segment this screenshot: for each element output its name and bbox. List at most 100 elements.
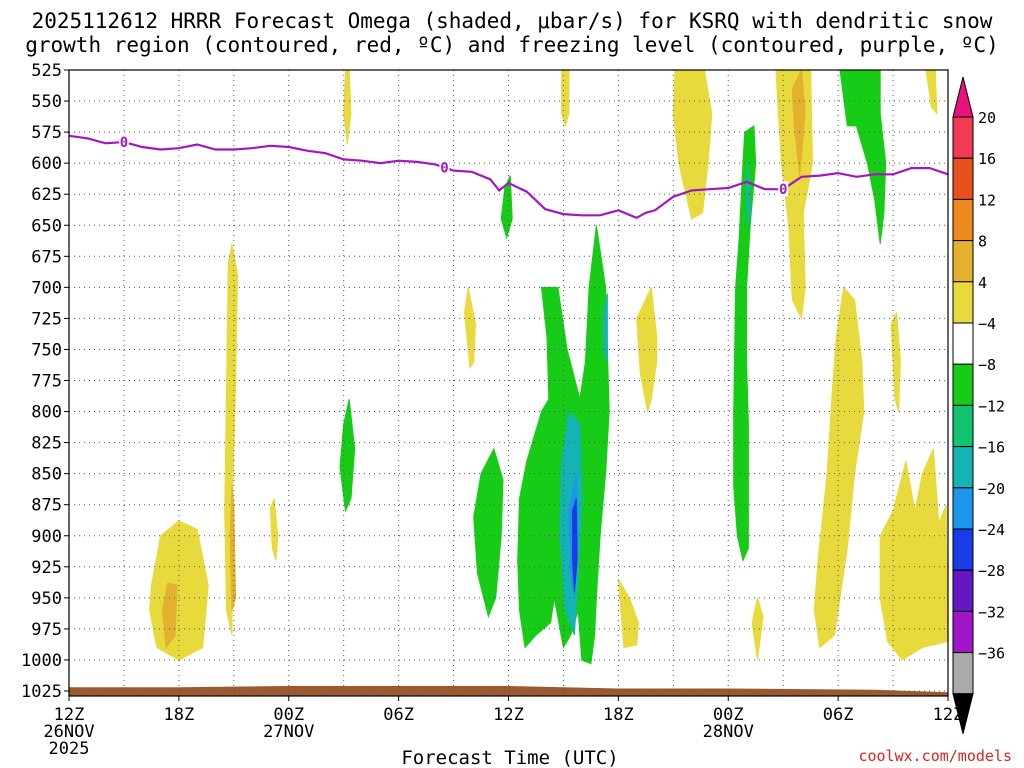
y-tick-label-1000: 1000 [21,651,62,671]
x-year-label-0: 2025 [49,739,90,759]
omega-region-0 [343,69,352,145]
colorbar-label-2: 12 [978,191,996,209]
omega-region-19 [473,447,504,619]
credit-text: coolwx.com/models [858,747,1012,765]
omega-region-8 [617,578,640,649]
colorbar-label-9: −20 [978,480,1005,498]
y-tick-label-700: 700 [31,278,62,298]
y-tick-label-750: 750 [31,340,62,360]
colorbar-swatch-2 [952,198,974,242]
freezing-label-bg-0 [118,134,129,150]
colorbar-swatch-3 [952,240,974,283]
omega-region-26 [572,498,578,592]
omega-region-4 [161,582,178,649]
x-date-label-6: 28NOV [703,722,754,742]
y-tick-label-850: 850 [31,465,62,485]
colorbar-swatch-5 [952,322,974,365]
freezing-level-label-1: 0 [440,160,448,176]
omega-region-11 [751,597,764,661]
x-tick-label-7: 06Z [823,705,854,725]
omega-region-21 [500,175,513,240]
colorbar-swatch-8 [952,446,974,489]
x-date-label-0: 26NOV [43,722,94,742]
omega-region-14 [813,286,865,649]
colorbar-label-10: −24 [978,521,1005,539]
y-tick-label-575: 575 [31,123,62,143]
colorbar-label-5: −4 [978,315,996,333]
y-tick-label-650: 650 [31,216,62,236]
y-tick-label-625: 625 [31,185,62,205]
x-date-label-2: 27NOV [263,722,314,742]
freezing-level-layer: 0 0 0 [68,134,949,220]
colorbar-swatch-11 [952,569,974,612]
omega-region-22 [733,124,757,563]
omega-region-16 [890,311,901,412]
x-tick-label-1: 18Z [164,705,195,725]
omega-region-5 [269,498,279,561]
x-tick-label-8: 12Z [933,705,964,725]
y-tick-label-775: 775 [31,372,62,392]
omega-region-27 [603,293,608,363]
x-tick-label-2: 00Z [273,705,304,725]
x-tick-label-4: 12Z [493,705,524,725]
omega-region-13 [791,68,806,176]
y-tick-label-725: 725 [31,309,62,329]
colorbar-label-1: 16 [978,150,996,168]
colorbar-bottom-arrow [952,693,974,734]
y-tick-label-600: 600 [31,154,62,174]
colorbar-label-11: −28 [978,562,1005,580]
colorbar-label-3: 8 [978,233,987,251]
colorbar-top-arrow [952,76,974,118]
x-tick-label-3: 06Z [383,705,414,725]
y-tick-label-875: 875 [31,496,62,516]
omega-region-28 [746,163,751,226]
colorbar-swatch-7 [952,404,974,448]
freezing-level-label-2: 0 [779,182,787,198]
freezing-label-bg-1 [439,159,450,175]
y-tick-label-975: 975 [31,620,62,640]
omega-region-15 [879,448,949,661]
chart-title-line2: growth region (contoured, red, ºC) and f… [25,33,999,57]
colorbar-label-7: −12 [978,397,1005,415]
colorbar-label-12: −32 [978,603,1005,621]
y-tick-label-900: 900 [31,527,62,547]
colorbar-swatch-4 [952,281,974,324]
y-tick-label-800: 800 [31,403,62,423]
omega-region-6 [464,287,477,370]
y-tick-label-1025: 1025 [21,682,62,702]
colorbar: 20 16 12 8 4 −4 −8 −12 −16 −20 −24 −28 −32 −36 [952,76,1005,734]
y-axis: 525 550 575 600 625 650 675 700 725 750 775 800 825 8… [21,61,69,702]
omega-region-20 [517,225,610,665]
y-tick-label-950: 950 [31,589,62,609]
colorbar-swatch-9 [952,487,974,530]
omega-region-23 [839,69,887,244]
y-tick-label-550: 550 [31,92,62,112]
colorbar-swatch-0 [952,116,974,159]
colorbar-swatch-12 [952,610,974,654]
x-tick-label-5: 18Z [603,705,634,725]
omega-shading-layer [149,68,949,665]
colorbar-swatch-1 [952,157,974,200]
y-tick-label-525: 525 [31,61,62,81]
colorbar-swatch-13 [952,652,974,695]
omega-region-17 [925,69,938,115]
omega-region-18 [339,398,356,513]
y-tick-label-825: 825 [31,434,62,454]
freezing-level-label-0: 0 [120,135,128,151]
colorbar-label-6: −8 [978,356,996,374]
x-tick-label-6: 00Z [713,705,744,725]
y-tick-label-925: 925 [31,558,62,578]
chart-title-line1: 2025112612 HRRR Forecast Omega (shaded, … [32,9,993,33]
colorbar-label-0: 20 [978,109,996,127]
omega-region-2 [229,486,237,611]
colorbar-label-13: −36 [978,645,1005,663]
omega-region-7 [561,69,570,128]
colorbar-swatch-6 [952,363,974,406]
freezing-label-bg-2 [778,181,789,197]
omega-region-10 [672,69,713,220]
colorbar-swatch-10 [952,528,974,571]
freezing-level-line [68,134,949,220]
colorbar-label-4: 4 [978,274,987,292]
